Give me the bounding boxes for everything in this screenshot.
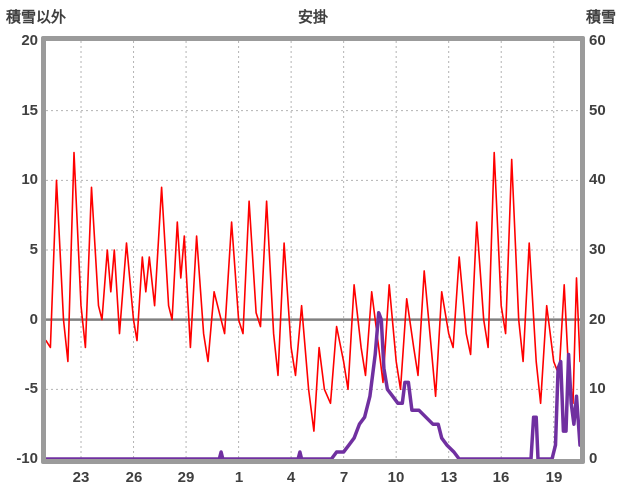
x-axis-tick: 13 [440,469,458,486]
right-axis-tick: 10 [589,380,606,397]
chart-title: 安掛 [297,9,328,26]
x-axis-tick: 23 [72,469,90,486]
left-axis-tick: 10 [21,171,38,188]
x-axis-tick: 29 [177,469,195,486]
left-axis-tick: -5 [24,380,38,397]
right-axis-tick: 0 [589,450,598,467]
plot-frame [41,36,585,464]
left-axis-tick: 5 [29,241,38,258]
right-axis-tick: 20 [589,311,606,328]
right-axis-tick: 60 [589,32,606,49]
left-axis-title: 積雪以外 [6,9,67,26]
x-axis-tick: 26 [125,469,143,486]
x-axis-tick: 4 [286,469,296,486]
left-axis-tick: 15 [21,102,38,119]
right-axis-tick: 50 [589,102,606,119]
x-axis-tick: 1 [234,469,244,486]
x-axis-tick: 19 [545,469,563,486]
right-axis-tick: 30 [589,241,606,258]
left-axis-tick: 20 [21,32,38,49]
x-axis-tick: 16 [492,469,510,486]
plot-svg [46,41,580,459]
x-axis-tick: 7 [339,469,349,486]
x-axis-tick: 10 [387,469,405,486]
left-axis-tick: -10 [16,450,38,467]
right-axis-tick: 40 [589,171,606,188]
left-axis-tick: 0 [29,311,38,328]
right-axis-title: 積雪 [586,9,617,26]
